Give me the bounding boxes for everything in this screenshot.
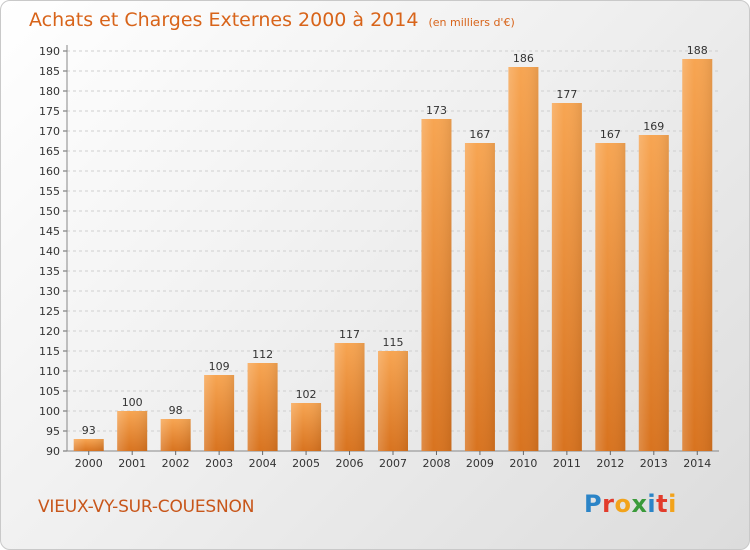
y-tick-label: 115 bbox=[39, 345, 60, 358]
y-tick-label: 160 bbox=[39, 165, 60, 178]
data-label: 112 bbox=[252, 348, 273, 361]
logo-letter: o bbox=[614, 490, 632, 518]
y-tick-label: 155 bbox=[39, 185, 60, 198]
y-tick-label: 165 bbox=[39, 145, 60, 158]
commune-name: VIEUX-VY-SUR-COUESNON bbox=[38, 497, 255, 517]
x-tick-label: 2008 bbox=[422, 457, 450, 470]
data-label: 117 bbox=[339, 328, 360, 341]
bar-shading bbox=[551, 103, 582, 451]
y-tick-label: 140 bbox=[39, 245, 60, 258]
data-label: 109 bbox=[209, 360, 230, 373]
y-tick-label: 170 bbox=[39, 125, 60, 138]
bar-shading bbox=[204, 375, 235, 451]
logo-letter: x bbox=[631, 490, 648, 518]
x-tick-label: 2003 bbox=[205, 457, 233, 470]
bar-shading bbox=[595, 143, 626, 451]
y-tick-label: 185 bbox=[39, 65, 60, 78]
data-label: 102 bbox=[296, 388, 317, 401]
data-label: 188 bbox=[687, 44, 708, 57]
bar-shading bbox=[117, 411, 148, 451]
y-tick-label: 190 bbox=[39, 45, 60, 58]
x-tick-label: 2000 bbox=[75, 457, 103, 470]
x-tick-label: 2013 bbox=[640, 457, 668, 470]
data-label: 177 bbox=[556, 88, 577, 101]
data-labels: 93 100 98 109 112 102 117 115 173 167 186 177 167 169… bbox=[82, 44, 708, 437]
data-label: 115 bbox=[383, 336, 404, 349]
bar-shading bbox=[682, 59, 713, 451]
x-tick-label: 2004 bbox=[249, 457, 277, 470]
x-tick-label: 2009 bbox=[466, 457, 494, 470]
chart-title: Achats et Charges Externes 2000 à 2014 bbox=[29, 9, 419, 31]
y-tick-label: 150 bbox=[39, 205, 60, 218]
bar-shading bbox=[247, 363, 278, 451]
x-tick-label: 2001 bbox=[118, 457, 146, 470]
y-tick-label: 95 bbox=[46, 425, 60, 438]
bar-shading bbox=[508, 67, 539, 451]
logo-letter: i bbox=[668, 490, 677, 518]
x-tick-label: 2012 bbox=[596, 457, 624, 470]
y-tick-label: 175 bbox=[39, 105, 60, 118]
y-tick-label: 135 bbox=[39, 265, 60, 278]
logo-letter: t bbox=[656, 490, 669, 518]
data-label: 100 bbox=[122, 396, 143, 409]
bar-shading bbox=[638, 135, 669, 451]
y-tick-label: 120 bbox=[39, 325, 60, 338]
logo-letter: r bbox=[602, 490, 615, 518]
data-label: 93 bbox=[82, 424, 96, 437]
y-tick-label: 180 bbox=[39, 85, 60, 98]
logo-letter: i bbox=[647, 490, 657, 518]
x-tick-label: 2014 bbox=[683, 457, 711, 470]
bar-shading bbox=[160, 419, 191, 451]
x-tick-label: 2010 bbox=[509, 457, 537, 470]
data-label: 167 bbox=[600, 128, 621, 141]
bar-shading bbox=[421, 119, 452, 451]
data-label: 173 bbox=[426, 104, 447, 117]
y-tick-label: 105 bbox=[39, 385, 60, 398]
x-tick-label: 2005 bbox=[292, 457, 320, 470]
logo-letter: P bbox=[584, 490, 603, 518]
y-tick-label: 100 bbox=[39, 405, 60, 418]
data-label: 98 bbox=[169, 404, 183, 417]
y-tick-label: 110 bbox=[39, 365, 60, 378]
y-tick-label: 145 bbox=[39, 225, 60, 238]
data-label: 169 bbox=[643, 120, 664, 133]
chart-subtitle: (en milliers d'€) bbox=[428, 16, 515, 29]
bar-shading bbox=[334, 343, 365, 451]
bar-shading bbox=[291, 403, 322, 451]
y-tick-label: 130 bbox=[39, 285, 60, 298]
bar-shading bbox=[378, 351, 408, 451]
title-block: Achats et Charges Externes 2000 à 2014 (e… bbox=[29, 9, 515, 31]
y-tick-label: 125 bbox=[39, 305, 60, 318]
x-tick-label: 2006 bbox=[336, 457, 364, 470]
x-tick-label: 2011 bbox=[553, 457, 581, 470]
proxiti-logo: Proxiti bbox=[584, 490, 677, 518]
bar-shading bbox=[464, 143, 495, 451]
x-tick-label: 2007 bbox=[379, 457, 407, 470]
y-tick-label: 90 bbox=[46, 445, 60, 458]
data-label: 167 bbox=[469, 128, 490, 141]
bars bbox=[73, 59, 713, 451]
x-tick-label: 2002 bbox=[162, 457, 190, 470]
data-label: 186 bbox=[513, 52, 534, 65]
bar-shading bbox=[73, 439, 104, 451]
